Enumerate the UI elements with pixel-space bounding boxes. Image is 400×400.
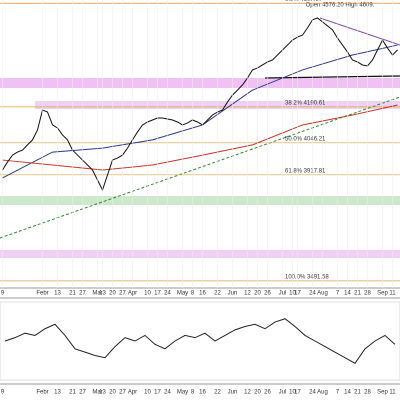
x-tick-label: Febr bbox=[36, 291, 48, 297]
x-tick-label: May bbox=[177, 390, 188, 396]
x-tick-label: 13 bbox=[54, 291, 61, 297]
x-tick-label: 27 bbox=[79, 291, 86, 297]
x-tick-label: 20 bbox=[254, 291, 261, 297]
fib-label: 38.2% 4190.61 bbox=[285, 100, 326, 106]
x-tick-label: 13 bbox=[99, 390, 106, 396]
ohlc-header: Open 4576.20 High 4609. bbox=[306, 3, 375, 9]
x-tick-label: 20 bbox=[109, 390, 116, 396]
x-tick-label: 13 bbox=[54, 390, 61, 396]
x-tick-label: 28 bbox=[364, 390, 371, 396]
x-tick-label: 9 bbox=[1, 390, 5, 396]
fib-label: 100.0% 3491.58 bbox=[285, 274, 329, 280]
x-tick-label: 27 bbox=[119, 390, 126, 396]
x-tick-label: 14 bbox=[344, 390, 351, 396]
x-tick-label: 10 bbox=[144, 291, 151, 297]
x-tick-label: 11 bbox=[389, 390, 396, 396]
x-tick-label: 26 bbox=[264, 291, 271, 297]
series-line bbox=[4, 318, 396, 364]
x-tick-label: Mar bbox=[92, 390, 102, 396]
x-tick-label: Sep bbox=[377, 390, 388, 396]
x-tick-label: May bbox=[177, 291, 188, 297]
x-tick-label: Apr bbox=[128, 390, 137, 396]
x-tick-label: 27 bbox=[79, 390, 86, 396]
x-tick-label: Jun bbox=[228, 390, 238, 396]
x-tick-label: Aug bbox=[317, 390, 328, 396]
x-tick-label: 7 bbox=[336, 390, 340, 396]
x-tick-label: 11 bbox=[389, 291, 396, 297]
x-tick-label: 7 bbox=[336, 291, 340, 297]
trendline bbox=[0, 96, 400, 239]
x-tick-label: 16 bbox=[199, 390, 206, 396]
x-tick-label: 8 bbox=[191, 390, 195, 396]
x-tick-label: 10 bbox=[289, 291, 296, 297]
series-line bbox=[2, 17, 398, 192]
x-tick-label: Jul bbox=[279, 291, 287, 297]
x-tick-label: 27 bbox=[119, 291, 126, 297]
x-tick-label: 24 bbox=[164, 390, 171, 396]
x-tick-label: 21 bbox=[69, 390, 76, 396]
fib-label: 0.0% 4607.07 bbox=[285, 0, 323, 3]
x-tick-label: 17 bbox=[154, 390, 161, 396]
x-tick-label: 28 bbox=[364, 291, 371, 297]
x-tick-label: 26 bbox=[264, 390, 271, 396]
x-tick-label: 17 bbox=[294, 390, 301, 396]
x-tick-label: Febr bbox=[36, 390, 48, 396]
x-tick-label: 21 bbox=[354, 390, 361, 396]
fib-label: 50.0% 4046.21 bbox=[285, 136, 326, 142]
x-tick-label: Aug bbox=[317, 291, 328, 297]
x-tick-label: 10 bbox=[144, 390, 151, 396]
x-tick-label: 20 bbox=[254, 390, 261, 396]
x-tick-label: 22 bbox=[214, 291, 221, 297]
x-tick-label: 21 bbox=[69, 291, 76, 297]
x-tick-label: 20 bbox=[109, 291, 116, 297]
x-tick-label: 24 bbox=[309, 390, 316, 396]
fib-label: 61.8% 3917.81 bbox=[285, 168, 326, 174]
support-zone bbox=[0, 196, 400, 205]
x-tick-label: 17 bbox=[154, 291, 161, 297]
x-tick-label: 9 bbox=[1, 291, 5, 297]
zone bbox=[0, 250, 400, 258]
x-tick-label: 22 bbox=[214, 390, 221, 396]
trendline bbox=[264, 75, 400, 79]
trendline bbox=[319, 17, 400, 46]
x-tick-label: Mar bbox=[92, 291, 102, 297]
x-tick-label: 17 bbox=[294, 291, 301, 297]
x-tick-label: Apr bbox=[128, 291, 137, 297]
x-tick-label: 10 bbox=[289, 390, 296, 396]
x-tick-label: 13 bbox=[99, 291, 106, 297]
x-tick-label: 21 bbox=[354, 291, 361, 297]
x-tick-label: Sep bbox=[377, 291, 388, 297]
x-tick-label: 24 bbox=[309, 291, 316, 297]
x-tick-label: 8 bbox=[191, 291, 195, 297]
x-tick-label: Jun bbox=[228, 291, 238, 297]
rsi-band bbox=[0, 301, 400, 381]
x-tick-label: 14 bbox=[344, 291, 351, 297]
x-tick-label: 12 bbox=[244, 291, 251, 297]
x-tick-label: 16 bbox=[199, 291, 206, 297]
x-tick-label: 24 bbox=[164, 291, 171, 297]
x-tick-label: Jul bbox=[279, 390, 287, 396]
resistance-zone bbox=[0, 78, 400, 88]
x-tick-label: 12 bbox=[244, 390, 251, 396]
